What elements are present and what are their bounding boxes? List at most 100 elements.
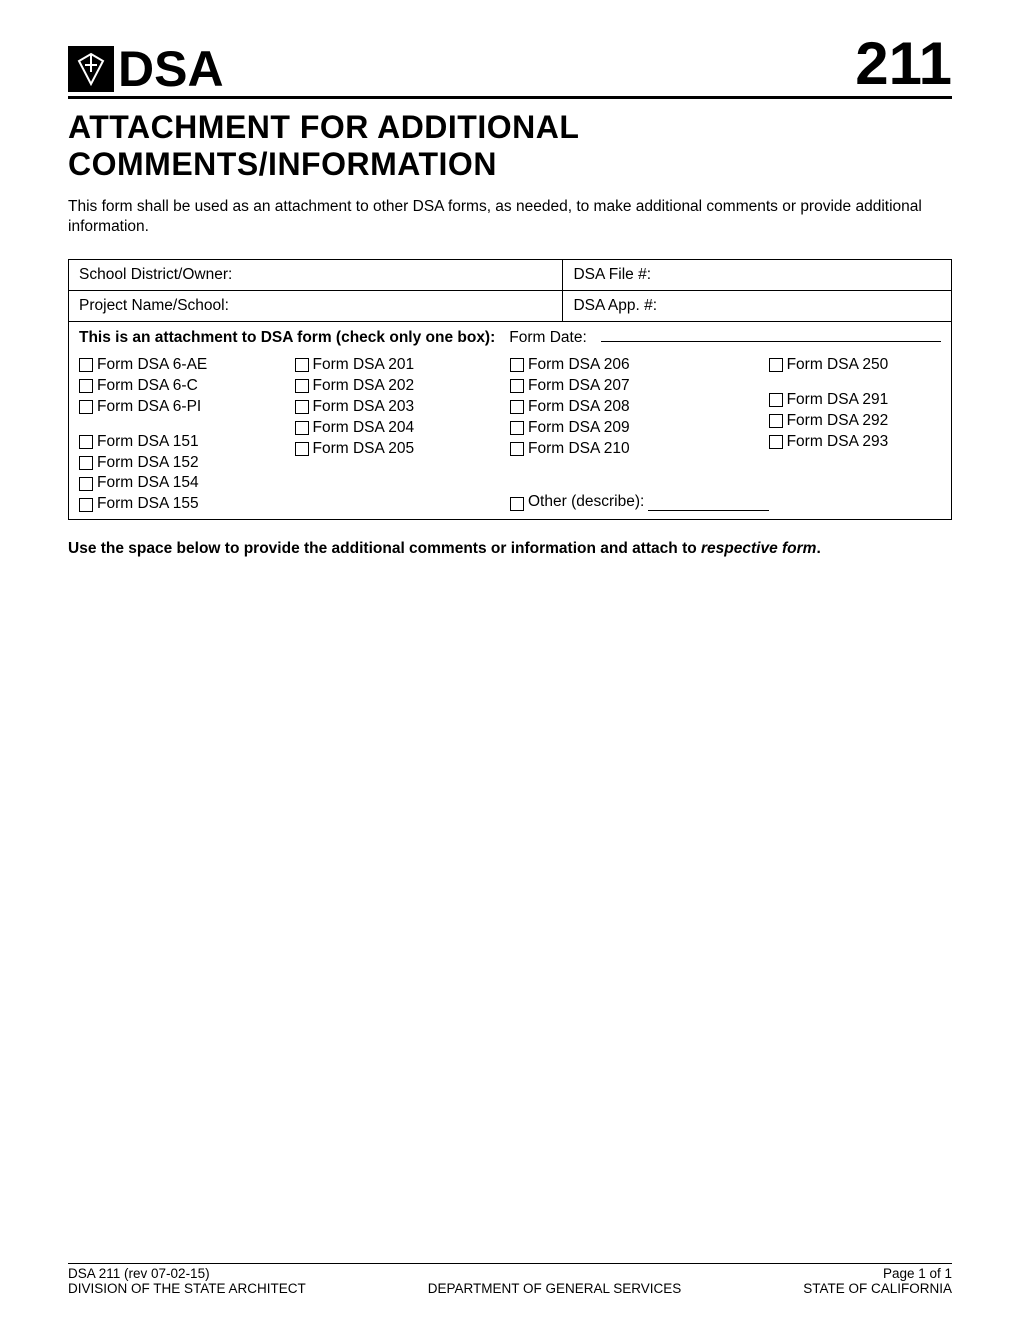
use-space-instruction: Use the space below to provide the addit… xyxy=(68,540,952,558)
other-label: Other (describe): xyxy=(528,493,644,511)
checkbox-other[interactable]: Other (describe): xyxy=(510,493,769,511)
checkbox-icon xyxy=(510,497,524,511)
checkbox-form-206[interactable]: Form DSA 206 xyxy=(510,355,769,376)
school-district-label: School District/Owner: xyxy=(79,266,232,283)
checkbox-icon xyxy=(510,379,524,393)
footer-right: STATE OF CALIFORNIA xyxy=(803,1281,952,1296)
checkbox-form-250[interactable]: Form DSA 250 xyxy=(769,355,941,376)
header: DSA 211 xyxy=(68,34,952,99)
checkbox-form-291[interactable]: Form DSA 291 xyxy=(769,390,941,411)
checkbox-form-292[interactable]: Form DSA 292 xyxy=(769,411,941,432)
footer-page: Page 1 of 1 xyxy=(883,1266,952,1281)
footer-center: DEPARTMENT OF GENERAL SERVICES xyxy=(428,1281,682,1296)
form-number: 211 xyxy=(855,34,952,94)
col1-group2: Form DSA 151 Form DSA 152 Form DSA 154 F… xyxy=(79,432,295,516)
checkbox-icon xyxy=(769,435,783,449)
dsa-app-field[interactable]: DSA App. #: xyxy=(563,290,952,321)
logo: DSA xyxy=(68,44,224,94)
checkbox-icon xyxy=(79,477,93,491)
checkbox-form-6-c[interactable]: Form DSA 6-C xyxy=(79,376,295,397)
checkbox-form-154[interactable]: Form DSA 154 xyxy=(79,473,295,494)
checkbox-icon xyxy=(510,358,524,372)
checkbox-form-203[interactable]: Form DSA 203 xyxy=(295,397,511,418)
checkbox-form-209[interactable]: Form DSA 209 xyxy=(510,418,769,439)
checkbox-form-152[interactable]: Form DSA 152 xyxy=(79,453,295,474)
checkbox-label: Form DSA 202 xyxy=(313,376,415,397)
checkbox-label: Form DSA 203 xyxy=(313,397,415,418)
school-district-field[interactable]: School District/Owner: xyxy=(69,259,563,290)
other-describe-input[interactable] xyxy=(648,497,768,511)
checkbox-form-210[interactable]: Form DSA 210 xyxy=(510,439,769,460)
col4-group1: Form DSA 250 xyxy=(769,355,941,376)
project-name-field[interactable]: Project Name/School: xyxy=(69,290,563,321)
checkbox-icon xyxy=(79,358,93,372)
checkbox-label: Form DSA 208 xyxy=(528,397,630,418)
info-table: School District/Owner: DSA File #: Proje… xyxy=(68,259,952,322)
column-3: Form DSA 206 Form DSA 207 Form DSA 208 F… xyxy=(510,355,769,515)
footer-top-row: DSA 211 (rev 07-02-15) Page 1 of 1 xyxy=(68,1266,952,1281)
form-title: ATTACHMENT FOR ADDITIONAL COMMENTS/INFOR… xyxy=(68,109,952,183)
col4-group2: Form DSA 291 Form DSA 292 Form DSA 293 xyxy=(769,390,941,453)
checkbox-icon xyxy=(79,498,93,512)
dsa-app-label: DSA App. #: xyxy=(573,297,657,314)
checkbox-form-6-pi[interactable]: Form DSA 6-PI xyxy=(79,397,295,418)
checkbox-form-207[interactable]: Form DSA 207 xyxy=(510,376,769,397)
use-space-prefix: Use the space below to provide the addit… xyxy=(68,540,701,557)
checkbox-label: Form DSA 152 xyxy=(97,453,199,474)
column-4: Form DSA 250 Form DSA 291 Form DSA 292 F… xyxy=(769,355,941,515)
checkbox-form-204[interactable]: Form DSA 204 xyxy=(295,418,511,439)
title-line-2: COMMENTS/INFORMATION xyxy=(68,146,497,182)
form-date-input[interactable] xyxy=(601,328,941,342)
checkbox-label: Form DSA 204 xyxy=(313,418,415,439)
checkbox-form-6-ae[interactable]: Form DSA 6-AE xyxy=(79,355,295,376)
checkbox-label: Form DSA 205 xyxy=(313,439,415,460)
checkbox-icon xyxy=(510,442,524,456)
checkbox-label: Form DSA 155 xyxy=(97,494,199,515)
checkbox-label: Form DSA 250 xyxy=(787,355,889,376)
footer-bottom-row: DIVISION OF THE STATE ARCHITECT DEPARTME… xyxy=(68,1281,952,1296)
checkbox-form-293[interactable]: Form DSA 293 xyxy=(769,432,941,453)
checkbox-label: Form DSA 6-AE xyxy=(97,355,207,376)
column-1: Form DSA 6-AE Form DSA 6-C Form DSA 6-PI… xyxy=(79,355,295,515)
col2-group: Form DSA 201 Form DSA 202 Form DSA 203 F… xyxy=(295,355,511,460)
checkbox-icon xyxy=(295,400,309,414)
checkbox-label: Form DSA 206 xyxy=(528,355,630,376)
checkbox-label: Form DSA 292 xyxy=(787,411,889,432)
checkbox-label: Form DSA 291 xyxy=(787,390,889,411)
checkbox-label: Form DSA 154 xyxy=(97,473,199,494)
dsa-file-field[interactable]: DSA File #: xyxy=(563,259,952,290)
checkbox-icon xyxy=(769,393,783,407)
logo-text: DSA xyxy=(118,44,224,94)
form-date-label: Form Date: xyxy=(509,329,587,347)
logo-badge-icon xyxy=(68,46,114,92)
checkbox-label: Form DSA 209 xyxy=(528,418,630,439)
checkbox-label: Form DSA 6-C xyxy=(97,376,198,397)
footer-rev: DSA 211 (rev 07-02-15) xyxy=(68,1266,210,1281)
attach-label: This is an attachment to DSA form (check… xyxy=(79,329,495,347)
checkbox-label: Form DSA 151 xyxy=(97,432,199,453)
checkbox-form-208[interactable]: Form DSA 208 xyxy=(510,397,769,418)
column-2: Form DSA 201 Form DSA 202 Form DSA 203 F… xyxy=(295,355,511,515)
checkbox-columns: Form DSA 6-AE Form DSA 6-C Form DSA 6-PI… xyxy=(79,355,941,515)
checkbox-label: Form DSA 207 xyxy=(528,376,630,397)
use-space-suffix: . xyxy=(816,540,820,557)
forms-box: This is an attachment to DSA form (check… xyxy=(68,322,952,520)
checkbox-icon xyxy=(510,421,524,435)
checkbox-form-205[interactable]: Form DSA 205 xyxy=(295,439,511,460)
checkbox-icon xyxy=(79,435,93,449)
checkbox-icon xyxy=(79,379,93,393)
intro-text: This form shall be used as an attachment… xyxy=(68,197,952,237)
checkbox-icon xyxy=(79,400,93,414)
col1-group1: Form DSA 6-AE Form DSA 6-C Form DSA 6-PI xyxy=(79,355,295,418)
title-line-1: ATTACHMENT FOR ADDITIONAL xyxy=(68,109,579,145)
checkbox-icon xyxy=(295,421,309,435)
checkbox-form-155[interactable]: Form DSA 155 xyxy=(79,494,295,515)
checkbox-icon xyxy=(769,414,783,428)
page: DSA 211 ATTACHMENT FOR ADDITIONAL COMMEN… xyxy=(0,0,1020,1320)
checkbox-form-201[interactable]: Form DSA 201 xyxy=(295,355,511,376)
checkbox-icon xyxy=(510,400,524,414)
checkbox-icon xyxy=(769,358,783,372)
checkbox-form-202[interactable]: Form DSA 202 xyxy=(295,376,511,397)
checkbox-icon xyxy=(295,442,309,456)
checkbox-form-151[interactable]: Form DSA 151 xyxy=(79,432,295,453)
